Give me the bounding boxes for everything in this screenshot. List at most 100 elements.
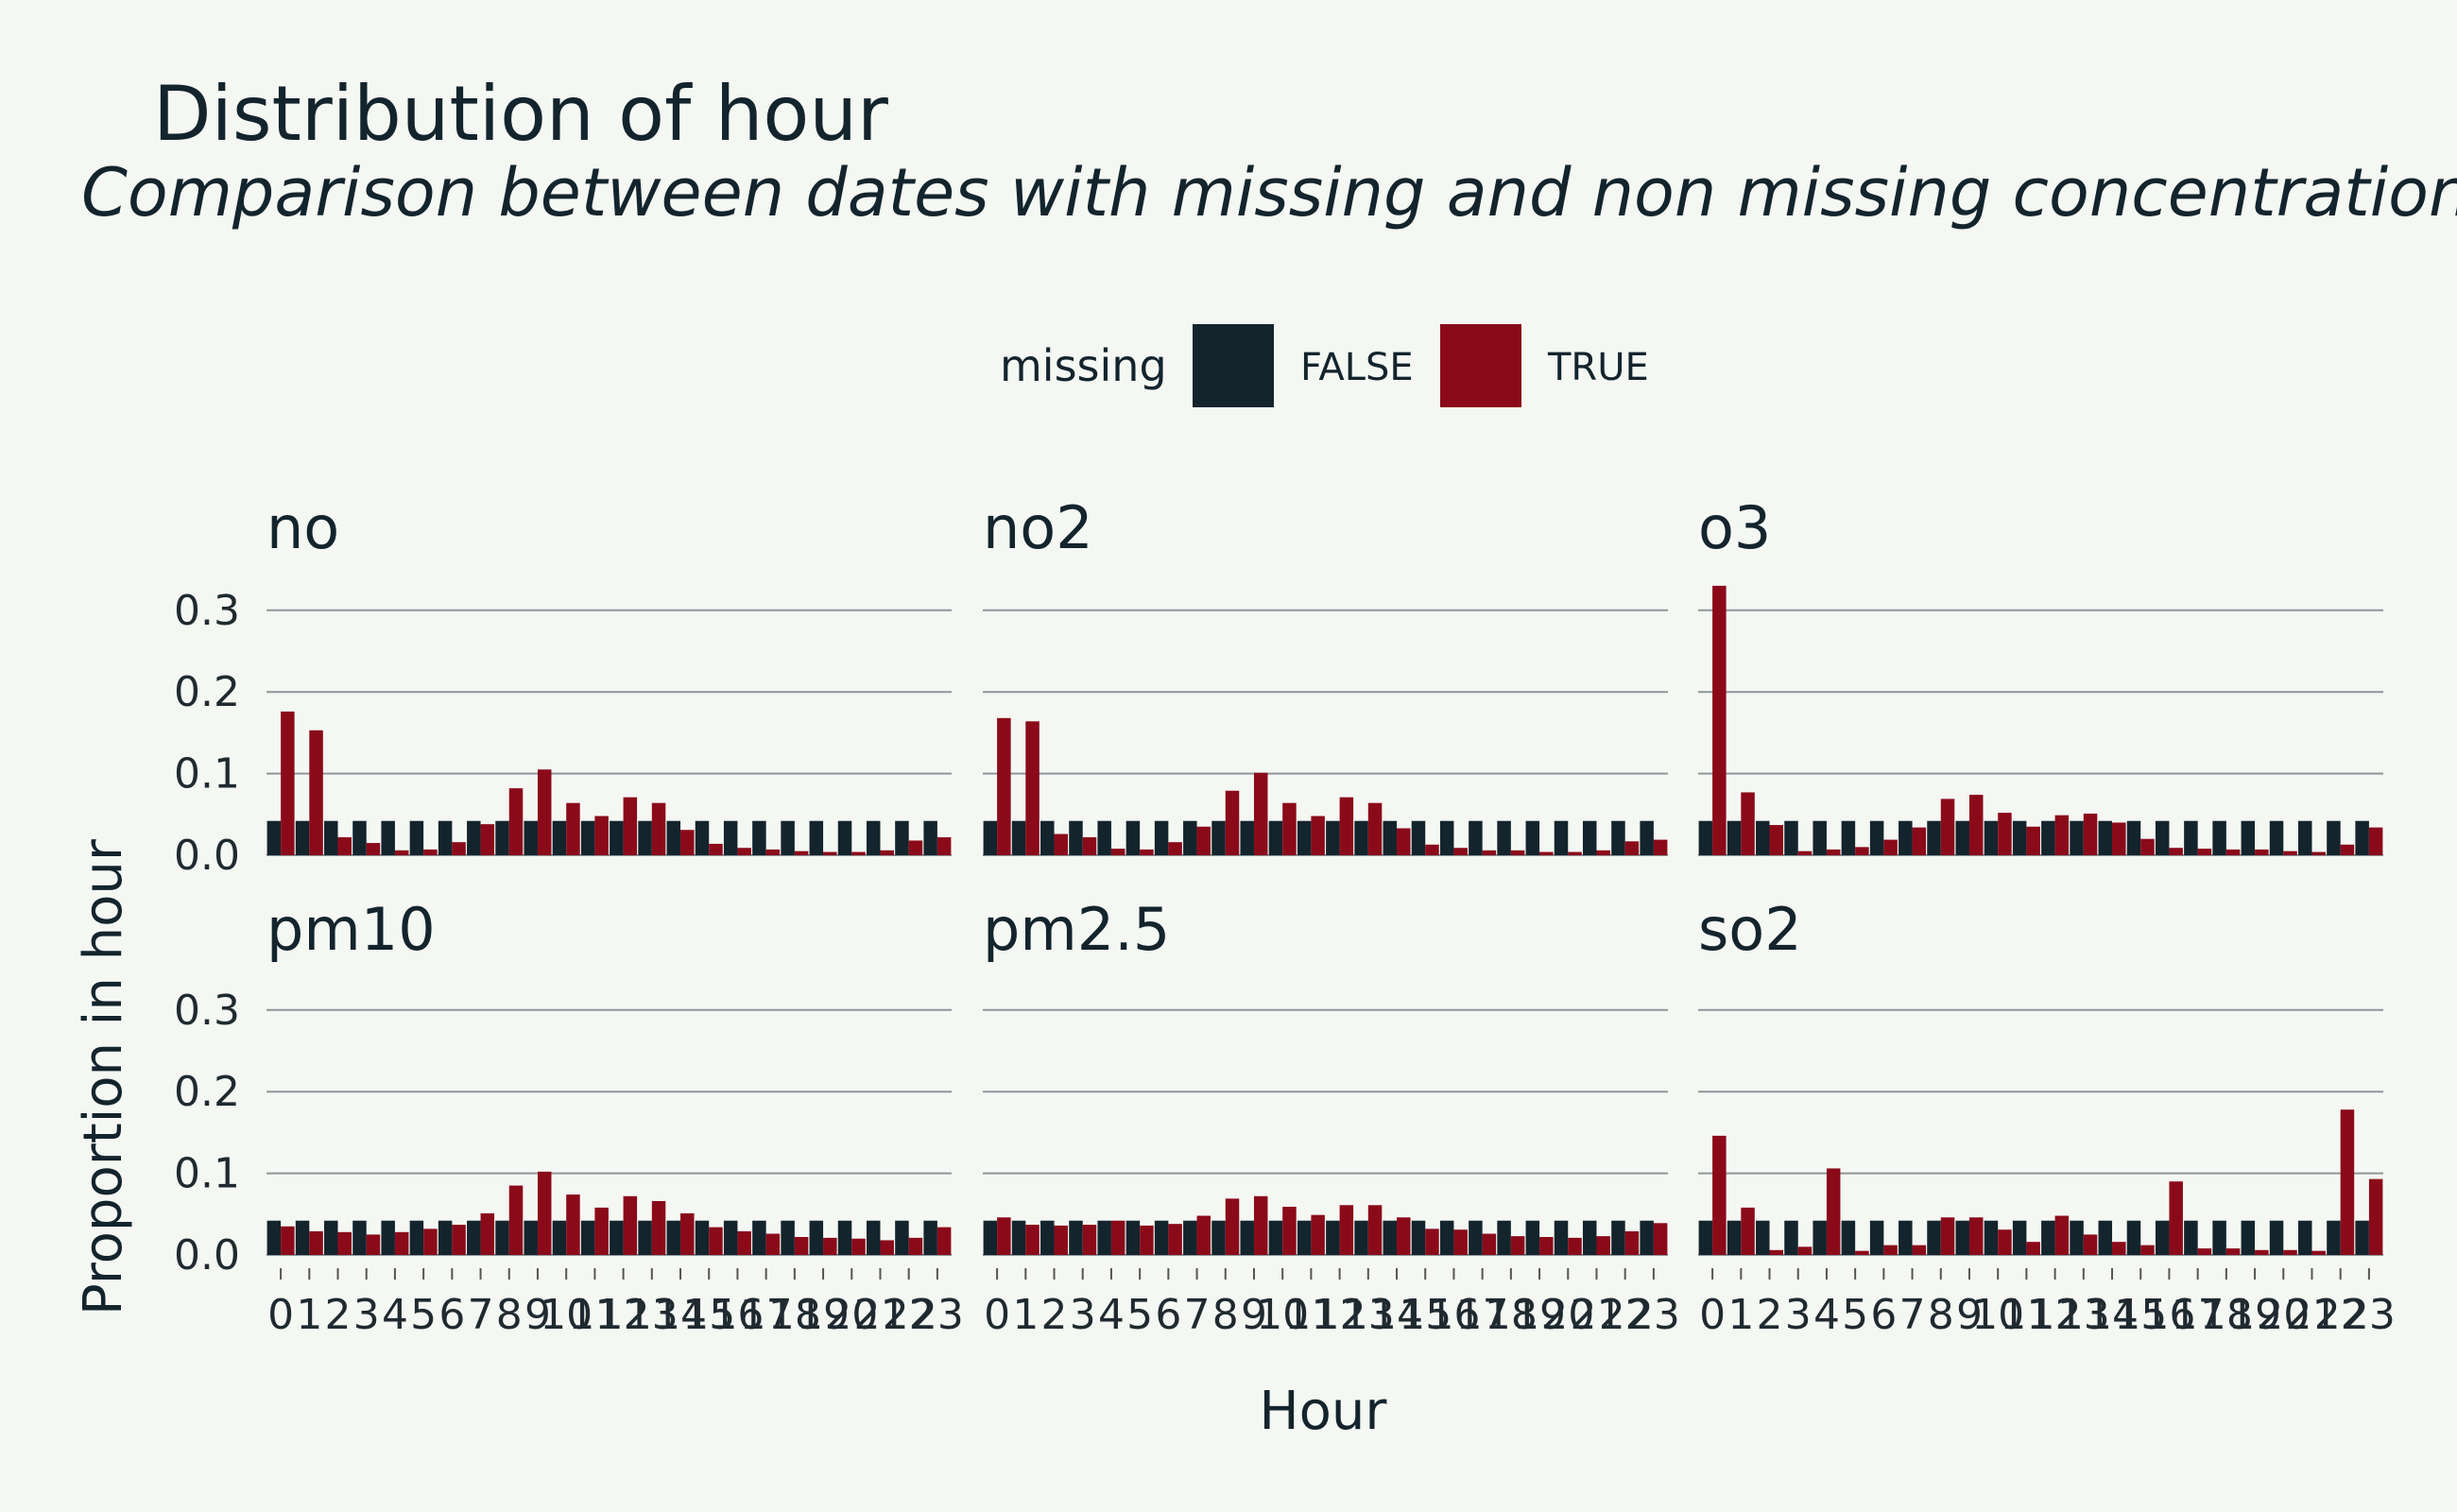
x-tick-label: 16 (2142, 1291, 2195, 1339)
bar-true (908, 840, 923, 855)
bar-false (1727, 1220, 1742, 1255)
x-tick-label: 23 (2343, 1291, 2396, 1339)
bar-true (823, 851, 837, 855)
bar-true (1712, 1135, 1727, 1255)
bar-true (1140, 1225, 1154, 1255)
bar-true (651, 1200, 666, 1255)
bar-false (1297, 820, 1312, 855)
x-tick-label: 4 (382, 1291, 408, 1339)
bar-true (1453, 848, 1468, 855)
bar-false (809, 820, 824, 855)
bar-true (1510, 1236, 1525, 1255)
bar-false (1727, 820, 1742, 855)
bar-true (997, 717, 1011, 855)
bar-true (594, 1207, 609, 1255)
bar-false (2297, 820, 2312, 855)
bar-false (2269, 1220, 2284, 1255)
bar-true (1168, 842, 1182, 855)
bar-false (1125, 820, 1141, 855)
x-tick-label: 1 (1727, 1291, 1754, 1339)
bar-true (394, 850, 409, 855)
x-tick-label: 10 (1971, 1291, 2024, 1339)
chart-title: Distribution of hour (153, 70, 888, 158)
facet-label-no: no (266, 493, 339, 562)
bar-true (2197, 1248, 2212, 1255)
bar-true (1110, 1220, 1125, 1255)
bar-false (1756, 1220, 1770, 1255)
bar-true (1425, 844, 1439, 855)
bar-true (1855, 1250, 1869, 1255)
x-tick-label: 6 (1870, 1291, 1897, 1339)
bar-false (2212, 820, 2226, 855)
bar-false (324, 1220, 338, 1255)
bar-false (837, 820, 852, 855)
bar-true (537, 769, 552, 855)
bar-true (765, 1233, 781, 1255)
bar-false (2327, 820, 2341, 855)
x-axis-title: Hour (1260, 1381, 1388, 1442)
bar-true (2054, 815, 2070, 855)
bar-false (923, 820, 937, 855)
x-tick-label: 21 (853, 1291, 906, 1339)
bar-true (2169, 848, 2183, 855)
bar-false (1326, 1220, 1340, 1255)
bar-false (1525, 820, 1540, 855)
bar-true (765, 849, 781, 855)
x-tick-label: 22 (1599, 1291, 1652, 1339)
bar-false (1554, 1220, 1569, 1255)
bar-false (2098, 1220, 2113, 1255)
x-tick-label: 15 (682, 1291, 735, 1339)
bar-true (1912, 1245, 1927, 1255)
bar-true (2026, 826, 2040, 855)
bar-true (1653, 839, 1668, 855)
bar-true (2283, 1249, 2297, 1255)
bar-true (2140, 838, 2155, 855)
bar-false (1211, 820, 1226, 855)
bar-false (1869, 1220, 1884, 1255)
bar-true (737, 1230, 751, 1255)
bar-true (1797, 1246, 1813, 1255)
bar-false (1040, 820, 1055, 855)
x-tick-label: 0 (984, 1291, 1010, 1339)
x-tick-label: 22 (2314, 1291, 2367, 1339)
x-tick-label: 14 (1370, 1291, 1423, 1339)
x-tick-label: 19 (797, 1291, 850, 1339)
bar-true (566, 1194, 580, 1255)
bar-false (1582, 820, 1597, 855)
bar-false (610, 820, 624, 855)
legend-swatch-true (1440, 324, 1521, 407)
bar-true (2283, 850, 2297, 855)
legend-label-true: TRUE (1547, 346, 1649, 389)
bar-true (1568, 1237, 1582, 1255)
bar-false (1011, 820, 1026, 855)
bar-false (1554, 820, 1569, 855)
bar-true (1769, 1249, 1784, 1255)
bar-false (2070, 1220, 2084, 1255)
bar-true (1712, 585, 1727, 855)
bar-false (2012, 1220, 2027, 1255)
bar-true (2311, 1250, 2326, 1255)
bar-true (709, 1227, 723, 1255)
facet-label-o3: o3 (1698, 493, 1771, 562)
x-tick-label: 4 (1813, 1291, 1840, 1339)
bar-true (1797, 850, 1813, 855)
bar-true (823, 1237, 837, 1255)
facet-label-pm10: pm10 (266, 895, 436, 964)
bar-false (1955, 1220, 1969, 1255)
bar-true (1082, 836, 1097, 855)
bar-false (2041, 1220, 2055, 1255)
x-tick-label: 13 (626, 1291, 679, 1339)
bar-true (281, 1226, 295, 1255)
bar-false (1411, 1220, 1426, 1255)
bar-true (1596, 850, 1610, 855)
y-axis-title: Proportion in hour (73, 838, 134, 1315)
bar-true (1883, 839, 1898, 855)
bar-false (381, 1220, 395, 1255)
x-tick-label: 19 (1513, 1291, 1566, 1339)
bar-true (1940, 799, 1955, 855)
bar-true (1596, 1236, 1610, 1255)
bar-true (1510, 850, 1525, 855)
bar-false (752, 820, 766, 855)
chart-subtitle: Comparison between dates with missing an… (81, 154, 2457, 232)
